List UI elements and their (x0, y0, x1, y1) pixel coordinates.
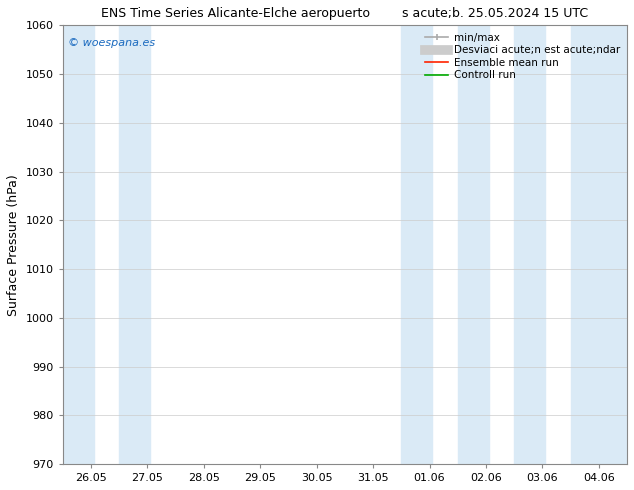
Bar (401, 25, 432, 464)
Bar (63, 25, 94, 464)
Bar (571, 25, 627, 464)
Legend: min/max, Desviaci acute;n est acute;ndar, Ensemble mean run, Controll run: min/max, Desviaci acute;n est acute;ndar… (424, 30, 622, 82)
Text: © woespana.es: © woespana.es (68, 38, 155, 49)
Y-axis label: Surface Pressure (hPa): Surface Pressure (hPa) (7, 174, 20, 316)
Title: ENS Time Series Alicante-Elche aeropuerto        s acute;b. 25.05.2024 15 UTC: ENS Time Series Alicante-Elche aeropuert… (101, 7, 588, 20)
Bar (514, 25, 545, 464)
Bar (119, 25, 150, 464)
Bar (458, 25, 489, 464)
